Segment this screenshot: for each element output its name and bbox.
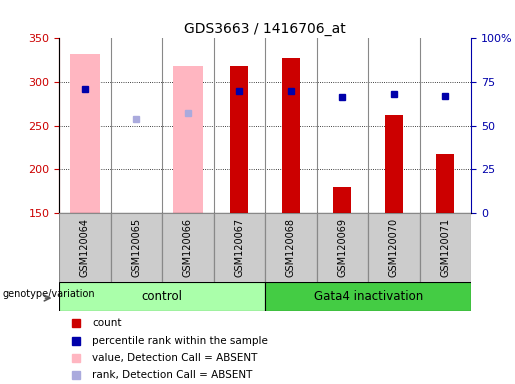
Bar [162,213,214,282]
Title: GDS3663 / 1416706_at: GDS3663 / 1416706_at [184,22,346,36]
Bar [111,213,162,282]
Text: percentile rank within the sample: percentile rank within the sample [92,336,268,346]
Text: GSM120069: GSM120069 [337,218,348,277]
Text: control: control [142,290,183,303]
Bar [173,66,203,213]
Bar [265,213,317,282]
Text: value, Detection Call = ABSENT: value, Detection Call = ABSENT [92,353,258,363]
Bar [59,213,111,282]
Text: GSM120071: GSM120071 [440,218,451,277]
Bar [317,213,368,282]
Bar [265,282,471,311]
Text: GSM120070: GSM120070 [389,218,399,277]
Bar [59,282,265,311]
Text: GSM120066: GSM120066 [183,218,193,277]
Bar [436,154,454,213]
Text: GSM120065: GSM120065 [131,218,142,277]
Text: GSM120064: GSM120064 [80,218,90,277]
Bar [214,213,265,282]
Bar [420,213,471,282]
Bar [231,66,248,213]
Text: Gata4 inactivation: Gata4 inactivation [314,290,423,303]
Text: count: count [92,318,122,328]
Text: GSM120068: GSM120068 [286,218,296,277]
Text: rank, Detection Call = ABSENT: rank, Detection Call = ABSENT [92,370,252,380]
Bar [368,213,420,282]
Bar [385,115,403,213]
Bar [282,58,300,213]
Bar [70,54,100,213]
Bar [334,187,351,213]
Text: genotype/variation: genotype/variation [3,289,96,299]
Text: GSM120067: GSM120067 [234,218,245,277]
